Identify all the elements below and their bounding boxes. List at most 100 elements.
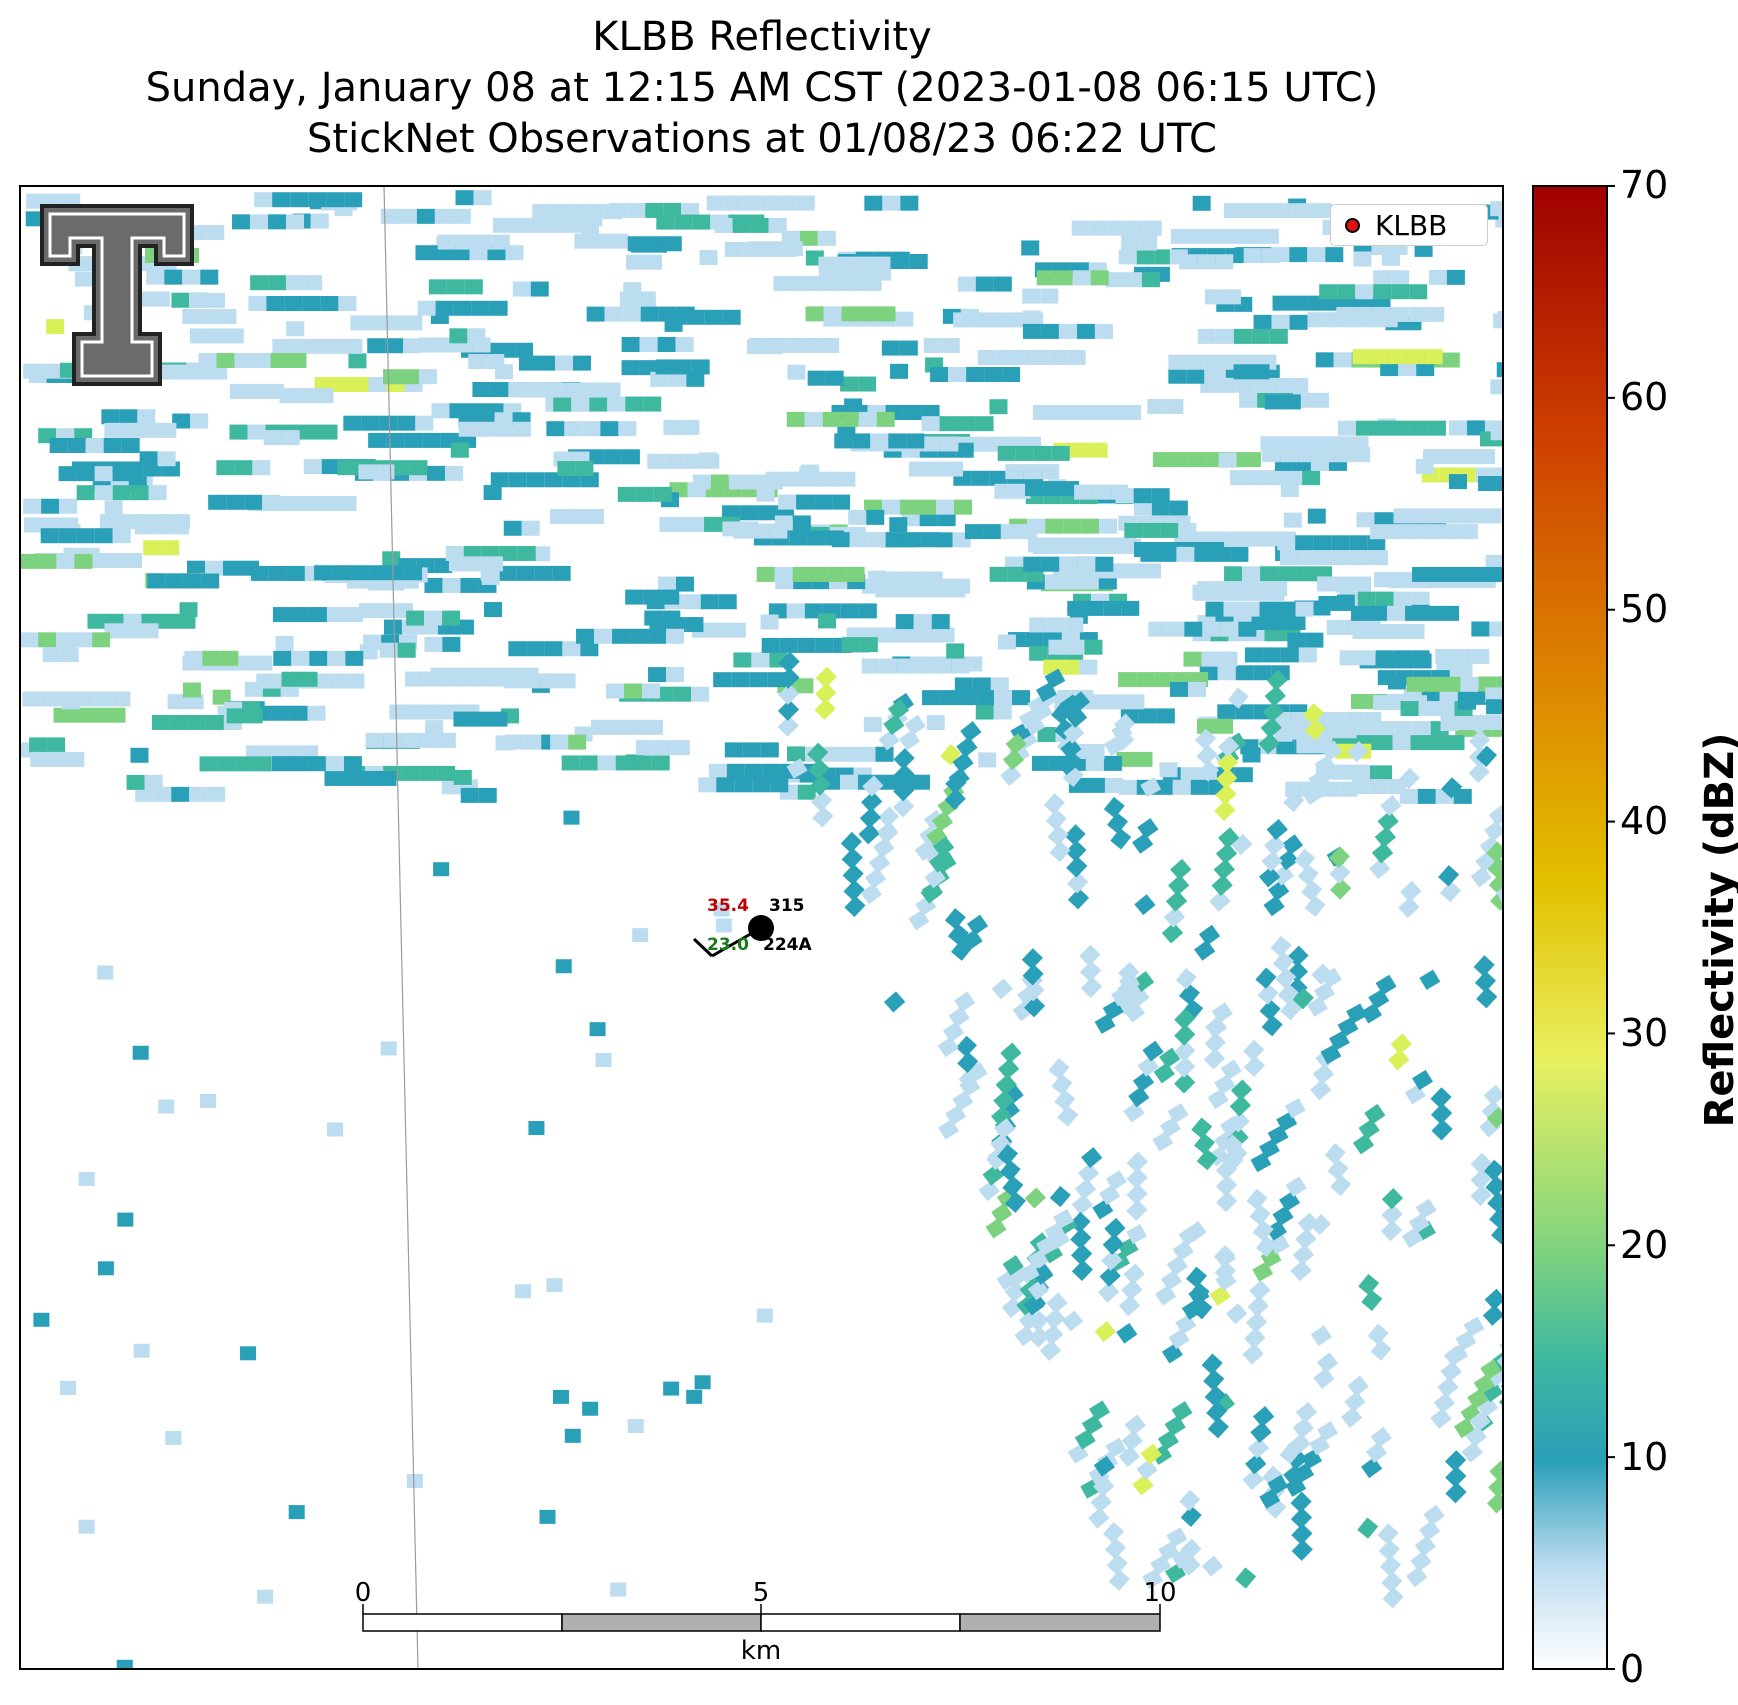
radar-cell [1165, 398, 1184, 414]
radar-cell [1053, 1208, 1074, 1229]
radar-cell [668, 371, 687, 387]
radar-cell [1374, 765, 1393, 781]
radar-cell [87, 613, 106, 629]
radar-cell [1206, 1401, 1228, 1423]
radar-cell [1490, 201, 1503, 217]
radar-cell [1437, 1376, 1459, 1398]
radar-cell [1414, 1535, 1436, 1557]
colorbar-tick-40: 40 [1620, 799, 1669, 843]
radar-cell [1170, 228, 1189, 244]
radar-cell [1319, 284, 1338, 300]
radar-cell [144, 774, 163, 790]
radar-cell [1351, 605, 1370, 621]
radar-cell [1479, 835, 1501, 857]
radar-cell [624, 683, 643, 699]
radar-cell [920, 882, 942, 904]
radar-cell [328, 673, 347, 689]
radar-cell [1405, 605, 1424, 621]
radar-cell [503, 673, 522, 689]
radar-cell [1089, 220, 1108, 236]
radar-cell [645, 202, 664, 218]
radar-cell [722, 505, 741, 521]
radar-cell [225, 328, 244, 344]
radar-cell [1174, 1040, 1196, 1062]
radar-cell [419, 369, 438, 385]
radar-cell [1118, 962, 1140, 984]
radar-cell [858, 603, 877, 619]
radar-cell [1448, 420, 1467, 436]
radar-cell [1178, 1225, 1200, 1246]
radar-cell [1158, 546, 1177, 562]
radar-cell [286, 565, 305, 581]
radar-cell [539, 1509, 556, 1524]
radar-cell [792, 515, 811, 531]
radar-cell [1242, 747, 1261, 763]
radar-cell [1369, 550, 1388, 566]
radar-cell [1379, 1555, 1402, 1577]
radar-cell [1023, 556, 1042, 572]
radar-cell [685, 617, 704, 633]
radar-cell [404, 432, 423, 448]
radar-cell [1029, 645, 1048, 661]
radar-cell [1430, 1087, 1452, 1109]
radar-cell [59, 498, 78, 514]
radar-cell [1005, 733, 1027, 755]
radar-cell [733, 652, 752, 668]
radar-cell [1222, 1150, 1244, 1172]
radar-cell [952, 752, 974, 774]
radar-cell [786, 603, 805, 619]
radar-cell [489, 300, 508, 316]
radar-cell [253, 756, 272, 772]
radar-cell [471, 711, 490, 727]
radar-cell [875, 582, 894, 598]
radar-cell [327, 650, 346, 666]
radar-cell [468, 354, 487, 370]
texas-tech-logo [40, 204, 194, 386]
radar-cell [235, 756, 254, 772]
radar-cell [206, 292, 225, 308]
radar-cell [877, 306, 896, 322]
radar-cell [40, 528, 59, 544]
radar-cell [1027, 1279, 1050, 1301]
radar-cell [326, 338, 345, 354]
radar-cell [1271, 314, 1290, 330]
radar-cell [1212, 546, 1231, 562]
radar-cell [944, 908, 966, 930]
radar-cell [250, 565, 269, 581]
radar-cell [1290, 1260, 1312, 1282]
radar-cell [840, 831, 862, 854]
radar-cell [1269, 581, 1288, 597]
radar-cell [1051, 445, 1070, 461]
radar-cell [957, 1051, 979, 1073]
radar-cell [1183, 651, 1202, 667]
radar-cell [1502, 420, 1503, 436]
radar-cell [947, 582, 966, 598]
radar-cell [1490, 425, 1503, 441]
radar-cell [1285, 781, 1304, 797]
radar-cell [1121, 1279, 1143, 1301]
radar-cell [957, 276, 976, 292]
radar-cell [575, 461, 594, 477]
radar-cell [320, 296, 339, 312]
radar-cell [1118, 1295, 1141, 1317]
radar-cell [878, 729, 900, 751]
radar-cell [1277, 535, 1296, 551]
radar-cell [491, 234, 510, 250]
radar-cell [993, 704, 1012, 720]
radar-cell [915, 658, 934, 674]
radar-cell [978, 1180, 1000, 1202]
radar-cell [1416, 361, 1435, 377]
radar-cell [841, 637, 860, 653]
radar-cell [1424, 349, 1443, 365]
radar-cell [595, 1053, 612, 1068]
radar-cell [1180, 1505, 1202, 1527]
radar-cell [517, 545, 536, 561]
radar-cell [663, 1381, 680, 1396]
radar-cell [589, 396, 608, 412]
radar-cell [1107, 812, 1129, 834]
radar-cell [845, 275, 864, 291]
radar-cell [1165, 890, 1188, 912]
radar-cell [1133, 500, 1152, 516]
radar-cell [674, 214, 693, 230]
radar-cell [564, 1428, 581, 1443]
